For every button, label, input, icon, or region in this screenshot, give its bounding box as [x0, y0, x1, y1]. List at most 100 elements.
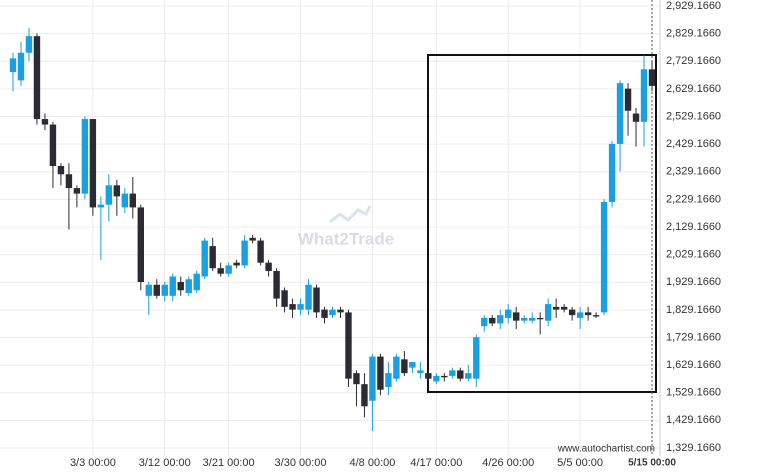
candle-body — [576, 312, 584, 318]
candle-body — [225, 265, 232, 274]
candle-body — [409, 362, 416, 368]
candle-body — [145, 284, 152, 296]
candle-body — [640, 69, 648, 122]
candle-body — [433, 375, 440, 382]
candle-body — [497, 315, 504, 324]
candle-body — [624, 88, 632, 111]
candle-body — [169, 276, 176, 296]
candle-body — [17, 52, 25, 81]
candle-body — [592, 315, 600, 317]
x-tick-label: 5/15 00:00 — [628, 458, 676, 469]
candle-body — [129, 193, 137, 208]
y-tick-label: 2,829.1660 — [666, 28, 721, 40]
candle-body — [281, 290, 288, 307]
y-tick-label: 2,029.1660 — [666, 249, 721, 261]
candle-body — [536, 317, 544, 320]
candle-body — [65, 174, 73, 189]
candle-body — [528, 317, 536, 321]
y-tick-label: 2,729.1660 — [666, 55, 721, 67]
y-tick-label: 1,529.1660 — [666, 387, 721, 399]
candle-body — [33, 36, 41, 120]
y-tick-label: 2,529.1660 — [666, 110, 721, 122]
candle-body — [217, 268, 224, 274]
candle-body — [552, 306, 560, 310]
x-tick-label: 4/8 00:00 — [350, 457, 396, 469]
candle-body — [321, 309, 328, 318]
y-tick-label: 1,729.1660 — [666, 331, 721, 343]
watermark: What2Trade — [298, 229, 394, 248]
candle-body — [289, 304, 296, 310]
candle-body — [473, 337, 480, 379]
candle-body — [161, 284, 168, 296]
candle-body — [41, 119, 49, 125]
y-tick-label: 2,429.1660 — [666, 138, 721, 150]
candle-body — [97, 204, 105, 208]
candle-body — [544, 304, 552, 321]
candle-body — [393, 356, 400, 379]
candle-body — [505, 309, 512, 318]
candle-body — [49, 124, 57, 166]
candle-body — [377, 356, 384, 390]
y-tick-label: 2,629.1660 — [666, 83, 721, 95]
candle-body — [632, 113, 640, 122]
candle-body — [113, 185, 121, 197]
candle-body — [185, 279, 192, 294]
y-tick-label: 2,129.1660 — [666, 221, 721, 233]
y-tick-label: 1,429.1660 — [666, 414, 721, 426]
candle-body — [417, 370, 424, 374]
candle-body — [177, 281, 184, 291]
candle-body — [9, 58, 17, 73]
watermark-logo — [329, 205, 372, 224]
candle-body — [449, 370, 456, 376]
candle-body — [353, 373, 360, 385]
candle-body — [153, 284, 160, 296]
candle-body — [57, 165, 65, 175]
x-tick-label: 3/3 00:00 — [70, 457, 116, 469]
x-tick-label: 3/30 00:00 — [275, 457, 327, 469]
candle-body — [81, 119, 89, 194]
candle-body — [401, 359, 408, 374]
x-tick-label: 4/26 00:00 — [482, 457, 534, 469]
candle-body — [425, 373, 432, 379]
candle-body — [73, 188, 81, 194]
candle-body — [137, 207, 144, 282]
candle-body — [600, 201, 608, 313]
candle-body — [297, 304, 304, 310]
candle-body — [345, 312, 352, 379]
candle-body — [369, 356, 376, 401]
candle-body — [521, 317, 528, 321]
candle-body — [329, 309, 336, 316]
candle-body — [385, 373, 392, 387]
candle-body — [441, 375, 448, 378]
y-tick-label: 1,629.1660 — [666, 359, 721, 371]
candle-body — [241, 240, 248, 266]
y-tick-label: 1,329.1660 — [666, 442, 721, 454]
candle-body — [337, 309, 344, 313]
candle-body — [105, 185, 113, 205]
candle-body — [193, 273, 200, 291]
candle-body — [257, 240, 264, 263]
candle-body — [25, 36, 33, 53]
candle-body — [265, 262, 272, 271]
candle-body — [249, 237, 256, 241]
candle-body — [489, 317, 496, 324]
candle-body — [560, 306, 568, 310]
x-tick-label: 5/5 00:00 — [557, 457, 603, 469]
x-tick-label: 4/17 00:00 — [410, 457, 462, 469]
y-tick-label: 2,229.1660 — [666, 193, 721, 205]
candle-body — [361, 384, 368, 407]
y-tick-label: 2,929.1660 — [666, 0, 721, 12]
candle-body — [568, 309, 576, 316]
y-tick-label: 1,929.1660 — [666, 276, 721, 288]
candle-body — [457, 370, 464, 379]
candle-body — [201, 240, 208, 277]
candle-body — [513, 312, 520, 321]
candle-body — [121, 193, 129, 208]
candle-body — [233, 262, 240, 266]
candle-body — [209, 246, 216, 269]
candle-body — [465, 373, 472, 379]
candle-body — [305, 284, 312, 310]
source-label: www.autochartist.com — [557, 444, 655, 455]
candle-body — [89, 119, 97, 208]
